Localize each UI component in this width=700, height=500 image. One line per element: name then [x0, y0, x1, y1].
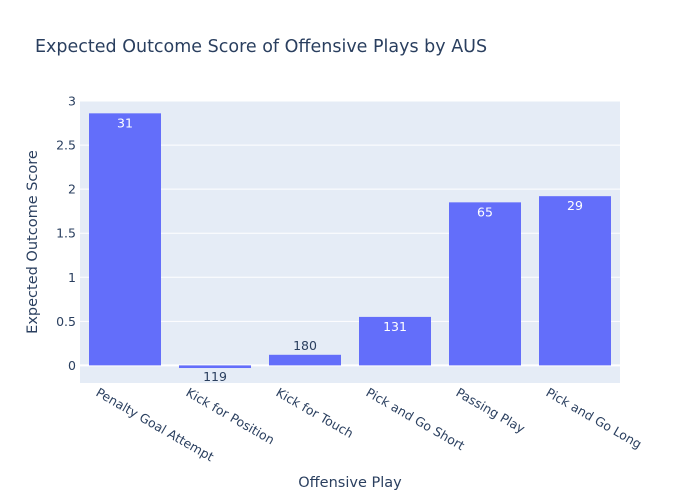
bars [89, 113, 611, 369]
x-tick-label: Pick and Go Short [364, 385, 468, 454]
bar-value-label: 29 [567, 198, 583, 213]
y-axis-title: Expected Outcome Score [25, 150, 41, 334]
bar-labels: 31 119 180 131 65 29 [117, 115, 583, 384]
y-tick-label: 3 [68, 94, 76, 109]
x-tick-label: Kick for Touch [274, 385, 357, 441]
x-axis-title: Offensive Play [298, 475, 402, 491]
grid-lines [80, 100, 620, 367]
bar[interactable] [449, 202, 521, 366]
y-tick-label: 0.5 [56, 314, 76, 329]
bar-value-label: 119 [203, 369, 227, 384]
y-axis-ticks: 0 0.5 1 1.5 2 2.5 3 [56, 94, 76, 373]
chart-title: Expected Outcome Score of Offensive Play… [35, 37, 487, 57]
bar-value-label: 131 [383, 319, 407, 334]
bar[interactable] [539, 196, 611, 366]
x-tick-label: Pick and Go Long [544, 385, 645, 452]
bar[interactable] [359, 316, 431, 366]
bar-value-label: 65 [477, 204, 493, 219]
x-tick-label: Passing Play [454, 385, 529, 437]
bar[interactable] [179, 365, 251, 369]
bar-value-label: 180 [293, 338, 317, 353]
plot-area [80, 101, 620, 383]
x-tick-label: Kick for Position [184, 385, 278, 448]
y-tick-label: 2 [68, 182, 76, 197]
y-tick-label: 1 [68, 270, 76, 285]
y-tick-label: 0 [68, 358, 76, 373]
bar-value-label: 31 [117, 115, 133, 130]
bar[interactable] [269, 354, 341, 366]
y-tick-label: 2.5 [56, 138, 76, 153]
y-tick-label: 1.5 [56, 226, 76, 241]
bar[interactable] [89, 113, 161, 366]
